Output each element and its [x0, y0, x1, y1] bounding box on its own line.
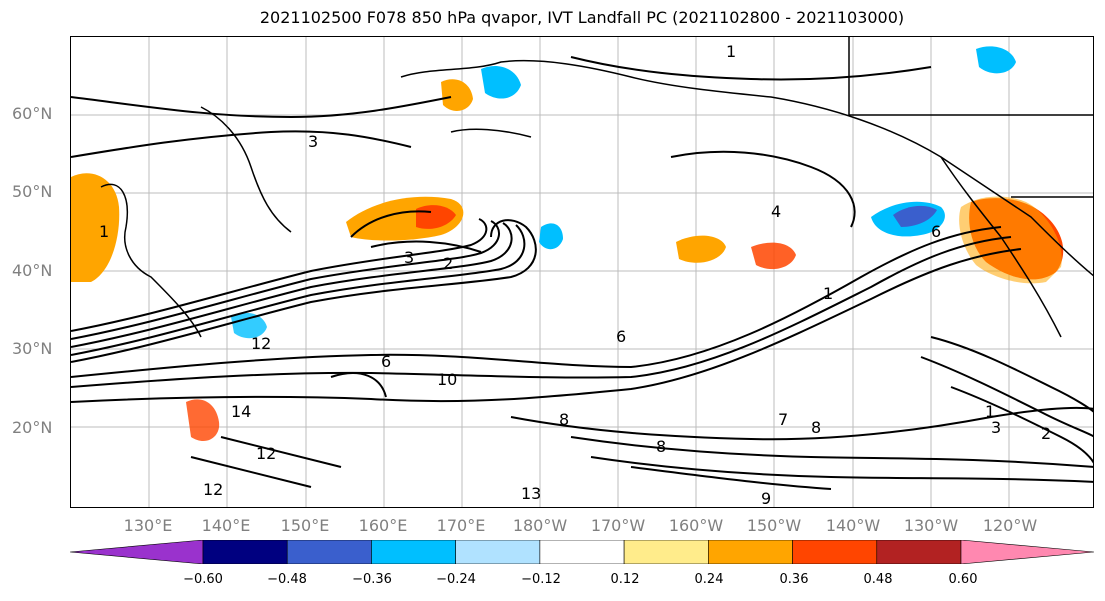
- contour-label: 3: [404, 248, 414, 267]
- contour-label: 3: [308, 132, 318, 151]
- colorbar-bin: [623, 540, 709, 564]
- contour-label-group: 1 3 3 2 10 12 12 14 12 13 8 8 7 8 6 6 9 …: [99, 42, 1051, 508]
- contour-label: 3: [991, 418, 1001, 437]
- positive-anomaly-gulf-edge: [959, 196, 1062, 284]
- colorbar-tick-label: 0.12: [610, 572, 640, 587]
- lon-label: 130°E: [123, 516, 173, 535]
- contour-label: 6: [931, 222, 941, 241]
- coastlines: [100, 37, 1093, 338]
- contour-label: 6: [381, 352, 391, 371]
- map-plot-area: 1 3 3 2 10 12 12 14 12 13 8 8 7 8 6 6 9 …: [70, 36, 1094, 508]
- positive-anomaly-subtropics: [186, 399, 220, 442]
- colorbar-tick-label: −0.60: [183, 572, 223, 587]
- contour-label: 9: [761, 489, 771, 508]
- colorbar-bin: [455, 540, 541, 564]
- contour-label: 2: [1041, 424, 1051, 443]
- positive-anomaly-alaska: [441, 79, 473, 111]
- lon-label: 130°W: [903, 516, 959, 535]
- colorbar-bin: [371, 540, 456, 564]
- contour-label: 7: [778, 410, 788, 429]
- lon-label: 160°E: [358, 516, 408, 535]
- colorbar-bin: [202, 540, 288, 564]
- lat-label: 40°N: [12, 261, 53, 280]
- colorbar-tick-label: 0.36: [779, 572, 809, 587]
- positive-anomaly-west: [71, 173, 120, 282]
- lon-label: 170°E: [436, 516, 486, 535]
- contour-label: 2: [443, 254, 453, 273]
- colorbar-bin: [539, 540, 625, 564]
- contour-lines: [71, 56, 1093, 490]
- contour-label: 12: [251, 334, 271, 353]
- lat-label: 60°N: [12, 104, 53, 123]
- contour-label: 12: [256, 444, 276, 463]
- contour-label: 13: [521, 484, 541, 503]
- colorbar-tick-label: 0.48: [863, 572, 893, 587]
- colorbar-tick-label: 0.60: [948, 572, 978, 587]
- map-canvas: 1 3 3 2 10 12 12 14 12 13 8 8 7 8 6 6 9 …: [71, 37, 1093, 508]
- lat-label: 50°N: [12, 182, 53, 201]
- negative-anomaly-gulf-core: [893, 205, 937, 227]
- colorbar-bin: [708, 540, 793, 564]
- colorbar-bin: [960, 540, 1094, 564]
- lon-label: 150°E: [280, 516, 330, 535]
- colorbar-bin: [792, 540, 878, 564]
- contour-label: 10: [437, 370, 457, 389]
- negative-anomaly-alaska: [481, 65, 521, 99]
- colorbar-tick-label: −0.48: [267, 572, 307, 587]
- map-title: 2021102500 F078 850 hPa qvapor, IVT Land…: [259, 8, 905, 27]
- colorbar-bin: [286, 540, 372, 564]
- lon-label: 150°W: [746, 516, 802, 535]
- lon-label: 120°W: [982, 516, 1038, 535]
- negative-anomaly-nw: [976, 46, 1016, 74]
- contour-label: 4: [771, 202, 781, 221]
- colorbar-tick-label: −0.24: [436, 572, 476, 587]
- lon-label: 140°E: [201, 516, 251, 535]
- lon-label: 170°W: [590, 516, 646, 535]
- positive-anomaly-dateline: [676, 235, 726, 263]
- colorbar-tick-label: −0.36: [352, 572, 392, 587]
- contour-label: 6: [616, 327, 626, 346]
- lon-label: 160°W: [668, 516, 724, 535]
- lat-label: 20°N: [12, 418, 53, 437]
- contour-label: 12: [203, 480, 223, 499]
- contour-label: 8: [811, 418, 821, 437]
- colorbar: [70, 540, 1094, 564]
- positive-anomaly-hawaii-north: [751, 242, 796, 270]
- colorbar-bin: [876, 540, 962, 564]
- contour-label: 1: [726, 42, 736, 61]
- lon-label: 180°W: [512, 516, 568, 535]
- colorbar-tick-label: −0.12: [521, 572, 561, 587]
- negative-anomaly-japan: [231, 312, 267, 339]
- colorbar-tick-label: 0.24: [694, 572, 724, 587]
- lon-label: 140°W: [825, 516, 881, 535]
- contour-label: 8: [559, 410, 569, 429]
- contour-label: 1: [985, 402, 995, 421]
- contour-label: 8: [656, 437, 666, 456]
- negative-anomaly-bering: [539, 223, 563, 250]
- colorbar-bin: [70, 540, 204, 564]
- anomaly-shading: [71, 46, 1064, 442]
- lat-label: 30°N: [12, 339, 53, 358]
- contour-label: 1: [823, 284, 833, 303]
- contour-label: 14: [231, 402, 251, 421]
- contour-label: 1: [99, 222, 109, 241]
